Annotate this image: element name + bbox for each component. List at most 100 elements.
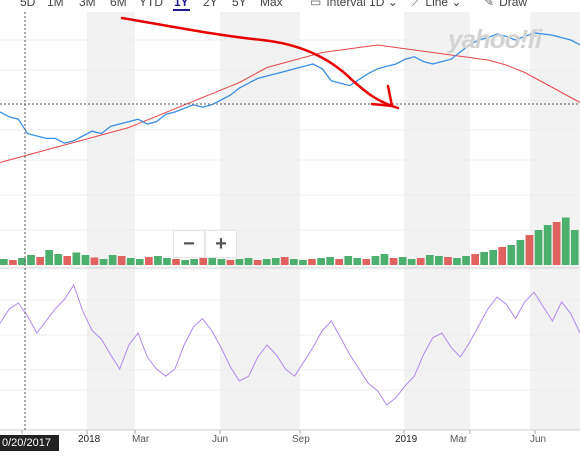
line-chart-icon: ⟋	[412, 0, 421, 9]
volume-bar-63	[570, 230, 579, 265]
x-tick-label-0: 2018	[78, 434, 101, 445]
volume-bar-38	[344, 256, 353, 265]
range-button-max[interactable]: Max	[260, 0, 283, 9]
volume-bar-14	[126, 258, 135, 265]
volume-bar-26	[235, 259, 244, 265]
x-tick-label-6: Jun	[530, 434, 547, 445]
volume-bar-45	[407, 259, 416, 265]
x-tick-label-1: Mar	[132, 434, 150, 445]
volume-bar-30	[271, 258, 280, 265]
volume-bar-20	[181, 260, 189, 265]
volume-bar-28	[253, 260, 262, 265]
volume-bar-25	[226, 260, 235, 265]
volume-bar-8	[72, 252, 81, 265]
range-button-ytd[interactable]: YTD	[139, 0, 163, 9]
draw-button-label: Draw	[499, 0, 528, 9]
zoom-in-button[interactable]: +	[205, 230, 237, 258]
volume-bar-36	[326, 257, 334, 265]
volume-bar-33	[299, 260, 307, 265]
volume-bar-54	[489, 250, 498, 265]
x-tick-label-4: 2019	[395, 434, 418, 445]
volume-bar-51	[462, 256, 470, 265]
price-line	[0, 32, 580, 144]
watermark-logo: yahoo!fi	[448, 24, 542, 54]
volume-bar-35	[317, 258, 325, 265]
volume-bar-53	[480, 252, 488, 265]
volume-bar-48	[435, 256, 443, 265]
volume-bar-27	[244, 258, 253, 265]
volume-bar-59	[534, 230, 543, 265]
moving-average-line	[0, 44, 580, 163]
volume-bar-23	[208, 257, 217, 265]
range-button-1m[interactable]: 1M	[47, 0, 64, 9]
range-button-5y[interactable]: 5Y	[232, 0, 247, 9]
interval-dropdown-value: 1D	[365, 0, 385, 9]
range-toolbar: 5D 1M 3M 6M YTD 1Y 2Y 5Y Max ▭ Interval 1D ⌄ ⟋ Line …	[0, 0, 580, 12]
volume-bar-31	[280, 257, 289, 265]
volume-bar-56	[507, 245, 516, 265]
interval-dropdown-label: Interval	[326, 0, 366, 9]
volume-bar-55	[498, 247, 507, 265]
month-band-2	[404, 12, 470, 430]
volume-bar-58	[525, 235, 534, 265]
volume-bar-18	[163, 258, 171, 265]
month-band-0	[87, 12, 135, 430]
volume-bar-50	[453, 258, 461, 265]
calendar-icon: ▭	[310, 0, 322, 9]
volume-bar-10	[90, 257, 99, 265]
volume-bar-19	[172, 259, 180, 265]
volume-bar-61	[552, 222, 561, 265]
range-button-3m[interactable]: 3M	[79, 0, 96, 9]
volume-bar-11	[99, 259, 108, 265]
indicator-line	[0, 283, 580, 406]
volume-bar-46	[416, 258, 425, 265]
volume-bar-32	[290, 259, 298, 265]
zoom-out-button[interactable]: −	[173, 230, 205, 258]
chart-type-dropdown[interactable]: ⟋ Line ⌄	[412, 0, 461, 10]
volume-bar-7	[63, 256, 72, 265]
volume-bar-13	[117, 256, 126, 265]
volume-bar-34	[308, 259, 316, 265]
chart-type-dropdown-label: Line	[425, 0, 449, 9]
volume-bar-2	[18, 258, 26, 265]
volume-bar-12	[108, 255, 117, 265]
annotation-arrowhead	[370, 84, 400, 110]
volume-bar-60	[543, 225, 552, 265]
range-button-5d[interactable]: 5D	[20, 0, 36, 9]
volume-bar-42	[380, 254, 389, 265]
annotation-curve	[120, 16, 394, 108]
range-button-6m[interactable]: 6M	[110, 0, 127, 9]
volume-bar-39	[353, 258, 362, 265]
crosshair-date-label: 0/20/2017	[0, 435, 59, 451]
volume-bar-52	[471, 254, 479, 265]
interval-dropdown[interactable]: ▭ Interval 1D ⌄	[310, 0, 398, 9]
volume-bar-1	[9, 260, 17, 265]
volume-bar-4	[36, 257, 44, 265]
volume-bar-29	[262, 259, 271, 265]
volume-bar-9	[81, 255, 90, 265]
volume-bar-49	[444, 257, 452, 265]
zoom-controls: − +	[173, 230, 237, 258]
volume-bar-41	[371, 256, 380, 265]
pencil-icon: ✎	[484, 0, 495, 9]
volume-bar-40	[362, 259, 371, 265]
volume-bar-62	[561, 217, 570, 265]
range-button-2y[interactable]: 2Y	[203, 0, 218, 9]
volume-bar-37	[335, 259, 343, 265]
volume-bar-16	[145, 257, 153, 265]
x-tick-label-5: Mar	[450, 434, 468, 445]
volume-bar-22	[199, 258, 208, 265]
volume-bar-44	[398, 257, 407, 265]
chevron-down-icon: ⌄	[384, 0, 398, 9]
volume-bar-17	[154, 256, 162, 265]
volume-bar-21	[190, 259, 198, 265]
x-axis: 2018 Mar Jun Sep 2019 Mar Jun	[0, 430, 580, 450]
volume-bar-15	[135, 259, 144, 265]
draw-button[interactable]: ✎ Draw	[484, 0, 527, 9]
chevron-down-icon: ⌄	[448, 0, 462, 9]
month-band-3	[530, 12, 580, 430]
volume-bar-43	[389, 258, 398, 265]
range-button-1y[interactable]: 1Y	[173, 0, 190, 11]
month-band-1	[220, 12, 300, 430]
